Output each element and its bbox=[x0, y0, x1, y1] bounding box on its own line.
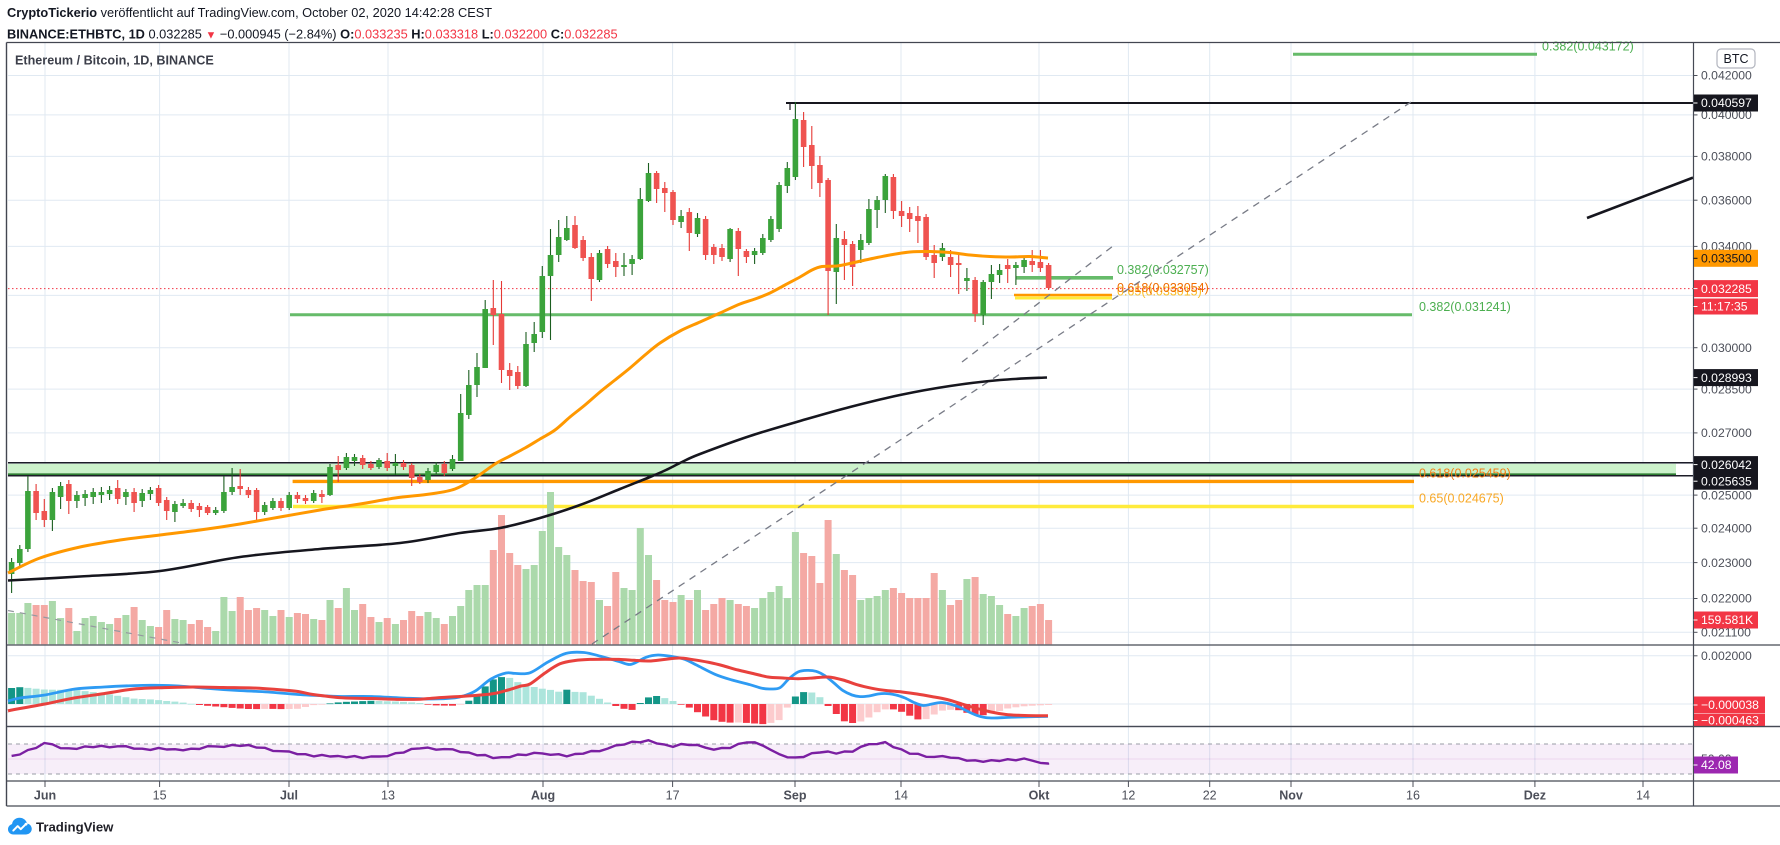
svg-text:0.036000: 0.036000 bbox=[1701, 193, 1752, 207]
svg-text:−0.000463: −0.000463 bbox=[1701, 714, 1759, 728]
svg-text:0.021100: 0.021100 bbox=[1701, 626, 1751, 640]
svg-text:Okt: Okt bbox=[1029, 789, 1051, 803]
svg-text:Sep: Sep bbox=[784, 789, 807, 803]
svg-text:0.033500: 0.033500 bbox=[1701, 252, 1752, 266]
svg-text:13: 13 bbox=[381, 789, 395, 803]
svg-text:0.023000: 0.023000 bbox=[1701, 556, 1752, 570]
svg-text:0.038000: 0.038000 bbox=[1701, 150, 1752, 164]
svg-text:14: 14 bbox=[894, 789, 908, 803]
svg-text:0.382(0.032757): 0.382(0.032757) bbox=[1117, 263, 1209, 277]
svg-text:CryptoTickerio veröffentlicht: CryptoTickerio veröffentlicht auf Tradin… bbox=[7, 5, 492, 20]
svg-text:0.026042: 0.026042 bbox=[1701, 458, 1752, 472]
svg-text:11:17:35: 11:17:35 bbox=[1701, 300, 1748, 314]
svg-text:0.042000: 0.042000 bbox=[1701, 69, 1752, 83]
svg-text:Jun: Jun bbox=[34, 789, 56, 803]
svg-text:0.382(0.043172): 0.382(0.043172) bbox=[1542, 40, 1634, 54]
svg-text:BTC: BTC bbox=[1724, 52, 1749, 66]
svg-text:0.025000: 0.025000 bbox=[1701, 488, 1752, 502]
svg-text:16: 16 bbox=[1406, 789, 1420, 803]
svg-text:Ethereum / Bitcoin, 1D, BINANC: Ethereum / Bitcoin, 1D, BINANCE bbox=[15, 54, 214, 68]
svg-text:0.022000: 0.022000 bbox=[1701, 592, 1752, 606]
svg-text:159.581K: 159.581K bbox=[1701, 613, 1753, 627]
svg-text:−0.000038: −0.000038 bbox=[1701, 698, 1759, 712]
svg-text:BINANCE:ETHBTC, 1D 0.032285 ▼: BINANCE:ETHBTC, 1D 0.032285 ▼ −0.000945 … bbox=[7, 27, 618, 42]
svg-text:22: 22 bbox=[1203, 789, 1217, 803]
svg-text:0.65(0.033015): 0.65(0.033015) bbox=[1117, 285, 1202, 299]
svg-text:0.618(0.025459): 0.618(0.025459) bbox=[1419, 467, 1511, 481]
svg-text:0.65(0.024675): 0.65(0.024675) bbox=[1419, 492, 1504, 506]
svg-text:Nov: Nov bbox=[1279, 789, 1303, 803]
svg-text:0.040000: 0.040000 bbox=[1701, 108, 1752, 122]
svg-text:0.382(0.031241): 0.382(0.031241) bbox=[1419, 300, 1511, 314]
svg-text:Jul: Jul bbox=[280, 789, 298, 803]
svg-text:0.028993: 0.028993 bbox=[1701, 371, 1752, 385]
svg-text:12: 12 bbox=[1121, 789, 1135, 803]
svg-text:17: 17 bbox=[666, 789, 680, 803]
svg-text:0.032285: 0.032285 bbox=[1701, 282, 1752, 296]
svg-text:Aug: Aug bbox=[531, 789, 555, 803]
svg-text:42.08: 42.08 bbox=[1701, 758, 1732, 772]
svg-text:TradingView: TradingView bbox=[36, 820, 114, 835]
svg-text:15: 15 bbox=[153, 789, 167, 803]
svg-text:14: 14 bbox=[1636, 789, 1650, 803]
svg-text:0.025635: 0.025635 bbox=[1701, 474, 1752, 488]
svg-text:0.024000: 0.024000 bbox=[1701, 521, 1752, 535]
svg-text:0.040597: 0.040597 bbox=[1701, 96, 1752, 110]
svg-text:0.002000: 0.002000 bbox=[1701, 649, 1752, 663]
svg-text:0.030000: 0.030000 bbox=[1701, 341, 1752, 355]
svg-text:0.027000: 0.027000 bbox=[1701, 426, 1752, 440]
svg-text:0.618(0.033054): 0.618(0.033054) bbox=[1117, 281, 1209, 295]
svg-text:Dez: Dez bbox=[1524, 789, 1546, 803]
